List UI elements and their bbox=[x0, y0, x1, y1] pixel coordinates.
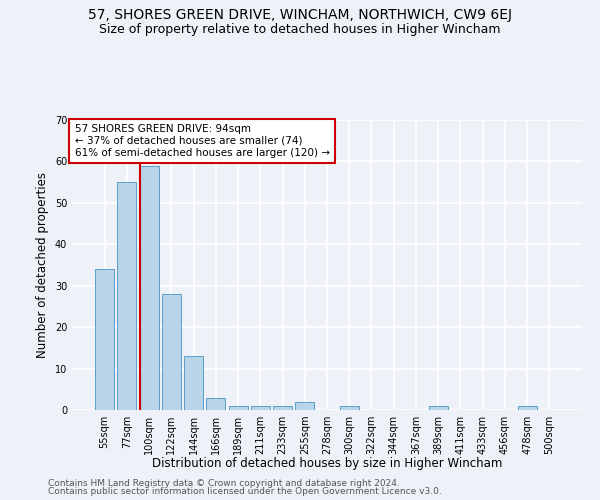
Bar bbox=[340, 406, 359, 410]
Bar bbox=[273, 406, 292, 410]
Text: Contains HM Land Registry data © Crown copyright and database right 2024.: Contains HM Land Registry data © Crown c… bbox=[48, 478, 400, 488]
Bar bbox=[429, 406, 448, 410]
Bar bbox=[118, 182, 136, 410]
Bar bbox=[206, 398, 225, 410]
Y-axis label: Number of detached properties: Number of detached properties bbox=[36, 172, 49, 358]
Bar bbox=[140, 166, 158, 410]
Text: Contains public sector information licensed under the Open Government Licence v3: Contains public sector information licen… bbox=[48, 487, 442, 496]
Text: 57 SHORES GREEN DRIVE: 94sqm
← 37% of detached houses are smaller (74)
61% of se: 57 SHORES GREEN DRIVE: 94sqm ← 37% of de… bbox=[74, 124, 329, 158]
Text: Size of property relative to detached houses in Higher Wincham: Size of property relative to detached ho… bbox=[99, 22, 501, 36]
Bar bbox=[95, 269, 114, 410]
Bar bbox=[251, 406, 270, 410]
Bar bbox=[518, 406, 536, 410]
Bar bbox=[162, 294, 181, 410]
Text: Distribution of detached houses by size in Higher Wincham: Distribution of detached houses by size … bbox=[152, 458, 502, 470]
Bar bbox=[184, 356, 203, 410]
Bar bbox=[295, 402, 314, 410]
Bar bbox=[229, 406, 248, 410]
Text: 57, SHORES GREEN DRIVE, WINCHAM, NORTHWICH, CW9 6EJ: 57, SHORES GREEN DRIVE, WINCHAM, NORTHWI… bbox=[88, 8, 512, 22]
